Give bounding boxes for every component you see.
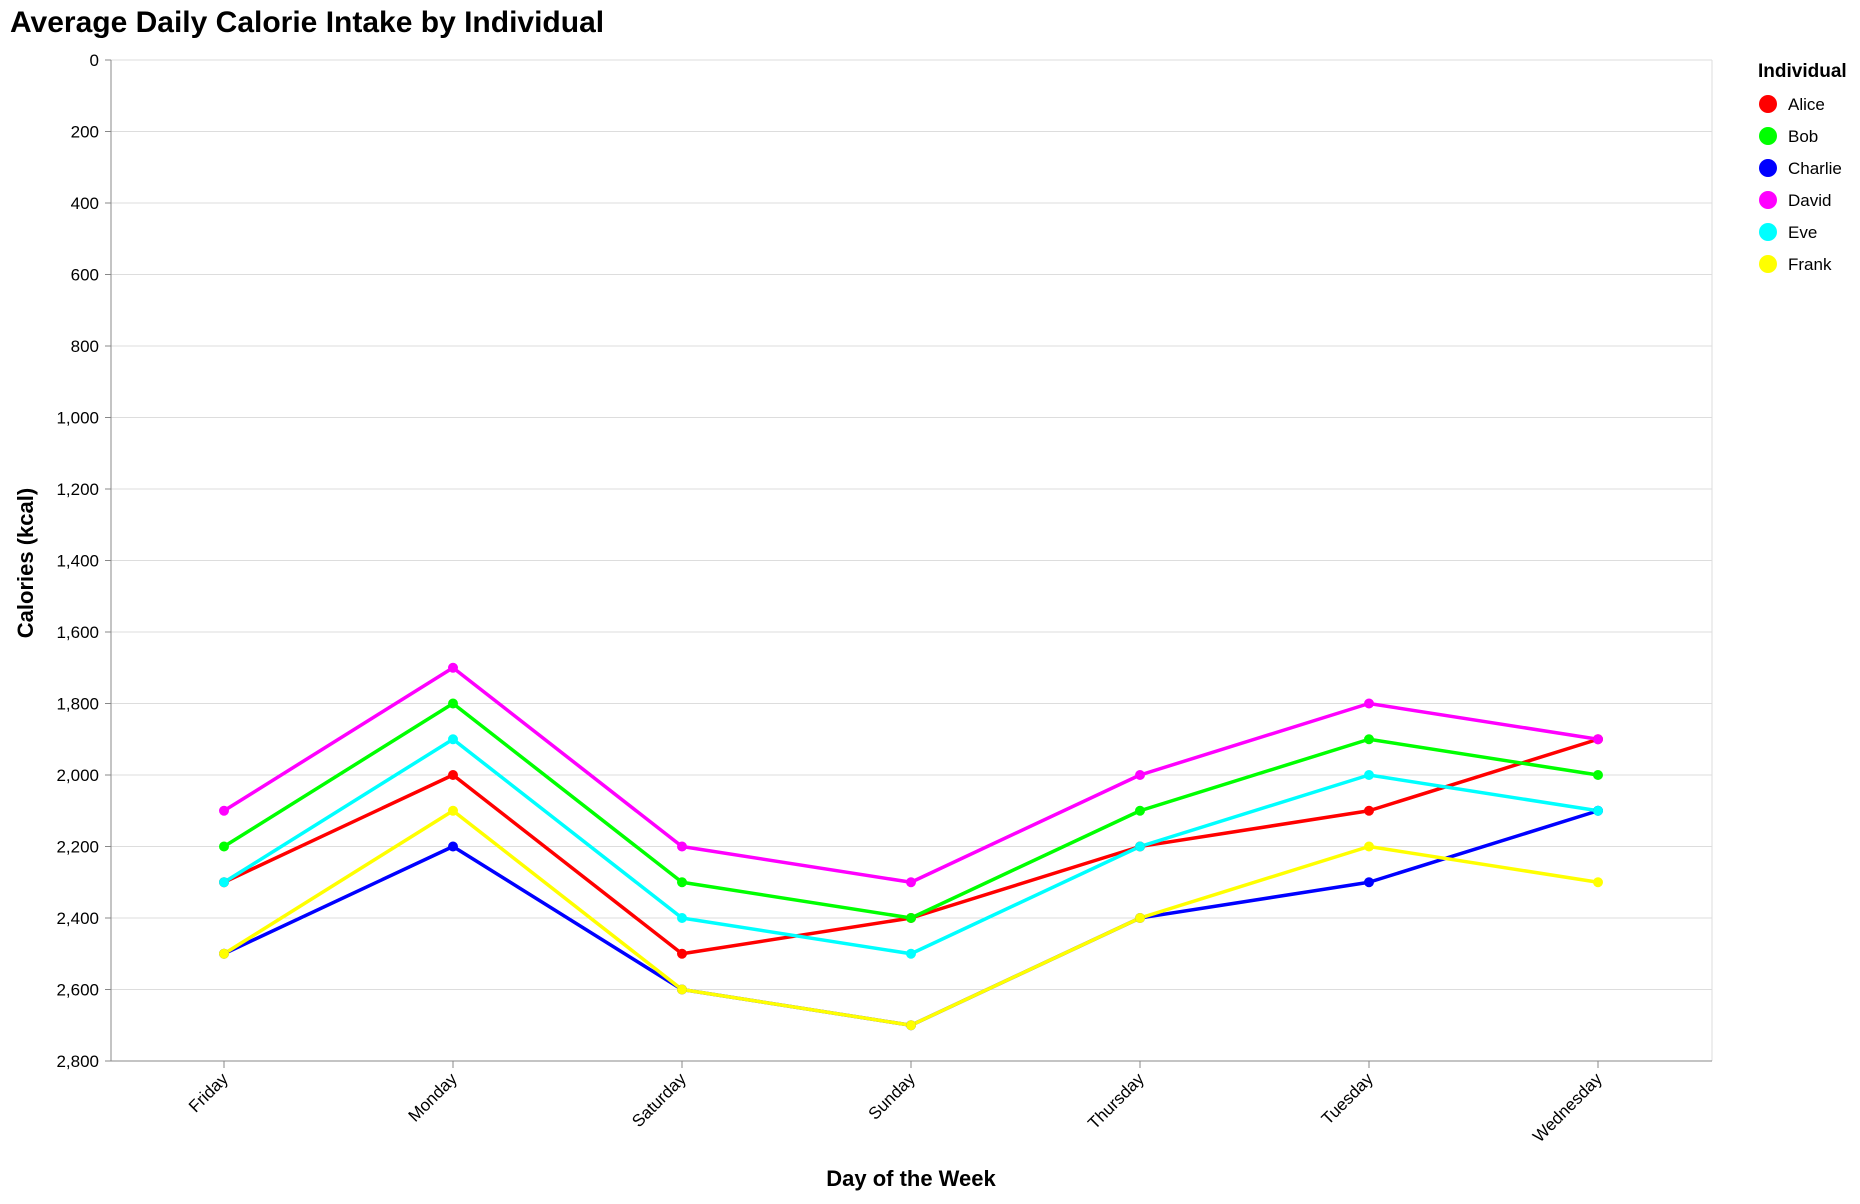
data-point	[1364, 805, 1374, 816]
data-point	[1593, 770, 1603, 780]
data-point	[677, 841, 687, 852]
data-point	[219, 805, 229, 816]
y-tick-label: 1,600	[56, 623, 99, 642]
y-tick-label: 1,200	[56, 480, 99, 499]
y-tick-label: 800	[71, 337, 99, 356]
y-tick-label: 1,800	[56, 695, 99, 714]
y-tick-label: 2,200	[56, 838, 99, 857]
data-point	[1135, 913, 1145, 923]
y-tick-label: 2,400	[56, 909, 99, 928]
data-point	[1364, 734, 1374, 745]
y-tick-label: 2,800	[56, 1052, 99, 1071]
data-point	[1593, 734, 1603, 745]
data-point	[1364, 770, 1374, 780]
y-tick-label: 400	[71, 194, 99, 213]
data-point	[1364, 841, 1374, 852]
y-tick-label: 2,600	[56, 981, 99, 1000]
data-point	[677, 948, 687, 959]
y-tick-label: 1,000	[56, 409, 99, 428]
x-tick-label: Tuesday	[1318, 1069, 1377, 1128]
data-point	[448, 734, 458, 745]
y-tick-label: 1,400	[56, 552, 99, 571]
data-point	[219, 877, 229, 888]
y-tick-label: 0	[90, 51, 99, 70]
x-tick-label: Saturday	[628, 1069, 690, 1131]
legend-label: Bob	[1788, 127, 1818, 146]
data-point	[677, 984, 687, 995]
x-tick-label: Sunday	[865, 1069, 920, 1124]
x-tick-label: Friday	[185, 1069, 232, 1116]
data-point	[677, 877, 687, 888]
data-point	[448, 698, 458, 709]
legend-label: Alice	[1788, 95, 1825, 114]
data-point	[1593, 805, 1603, 816]
series-layer	[219, 662, 1603, 1031]
grid-layer	[111, 59, 1713, 1062]
legend-label: Charlie	[1788, 159, 1842, 178]
axis-layer: 0 200 400 600 800 1,000 1,200 1,400 1,600 1,800 2,…	[56, 51, 1712, 1146]
data-point	[448, 841, 458, 852]
data-point	[219, 948, 229, 959]
data-point	[219, 841, 229, 852]
x-tick-label: Wednesday	[1529, 1069, 1606, 1146]
legend-symbol	[1759, 191, 1777, 209]
x-tick-label: Thursday	[1084, 1069, 1148, 1133]
x-tick-label: Monday	[405, 1069, 462, 1126]
data-point	[906, 877, 916, 888]
data-point	[1364, 877, 1374, 888]
legend-label: David	[1788, 191, 1831, 210]
data-point	[906, 913, 916, 923]
data-point	[906, 948, 916, 959]
y-axis-title: Calories (kcal)	[13, 488, 38, 638]
y-tick-label: 200	[71, 123, 99, 142]
data-point	[1135, 841, 1145, 852]
data-point	[448, 662, 458, 673]
data-point	[1135, 805, 1145, 816]
legend-symbol	[1759, 255, 1777, 273]
data-point	[448, 770, 458, 780]
data-point	[677, 913, 687, 923]
legend-symbol	[1759, 95, 1777, 113]
legend: Individual Alice Bob Charlie David Eve Frank	[1758, 61, 1847, 274]
y-tick-label: 600	[71, 266, 99, 285]
chart-title: Average Daily Calorie Intake by Individu…	[10, 6, 605, 39]
data-point	[448, 805, 458, 816]
data-point	[906, 1020, 916, 1031]
legend-label: Frank	[1788, 255, 1832, 274]
data-point	[1364, 698, 1374, 709]
legend-symbol	[1759, 223, 1777, 241]
data-point	[1593, 877, 1603, 888]
y-tick-label: 2,000	[56, 766, 99, 785]
x-axis-title: Day of the Week	[826, 1166, 996, 1191]
data-point	[1135, 770, 1145, 780]
legend-title: Individual	[1758, 61, 1847, 82]
legend-label: Eve	[1788, 223, 1817, 242]
legend-symbol	[1759, 127, 1777, 145]
legend-symbol	[1759, 159, 1777, 177]
